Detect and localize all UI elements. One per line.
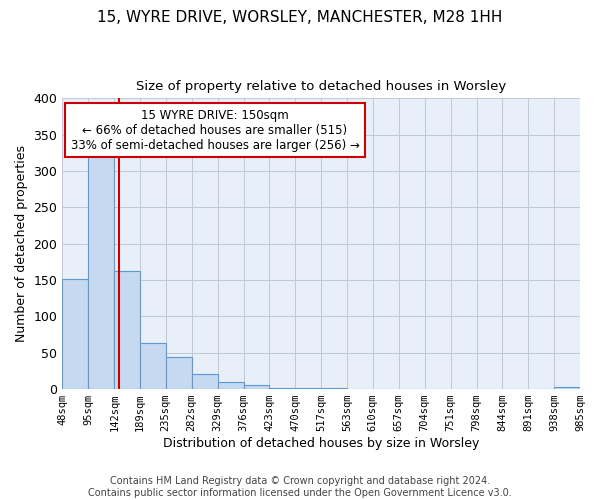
Bar <box>140 344 166 389</box>
Text: 15, WYRE DRIVE, WORSLEY, MANCHESTER, M28 1HH: 15, WYRE DRIVE, WORSLEY, MANCHESTER, M28… <box>97 10 503 25</box>
Y-axis label: Number of detached properties: Number of detached properties <box>15 145 28 342</box>
Bar <box>166 357 191 389</box>
Bar <box>114 270 140 389</box>
Bar <box>218 382 244 389</box>
Title: Size of property relative to detached houses in Worsley: Size of property relative to detached ho… <box>136 80 506 93</box>
Bar <box>322 388 347 389</box>
Bar <box>88 150 114 389</box>
Bar <box>269 388 295 389</box>
Text: Contains HM Land Registry data © Crown copyright and database right 2024.
Contai: Contains HM Land Registry data © Crown c… <box>88 476 512 498</box>
Bar <box>295 388 322 389</box>
Bar <box>191 374 218 389</box>
Bar <box>244 386 269 389</box>
Text: 15 WYRE DRIVE: 150sqm
← 66% of detached houses are smaller (515)
33% of semi-det: 15 WYRE DRIVE: 150sqm ← 66% of detached … <box>71 108 359 152</box>
Bar <box>554 387 580 389</box>
X-axis label: Distribution of detached houses by size in Worsley: Distribution of detached houses by size … <box>163 437 479 450</box>
Bar <box>62 278 88 389</box>
